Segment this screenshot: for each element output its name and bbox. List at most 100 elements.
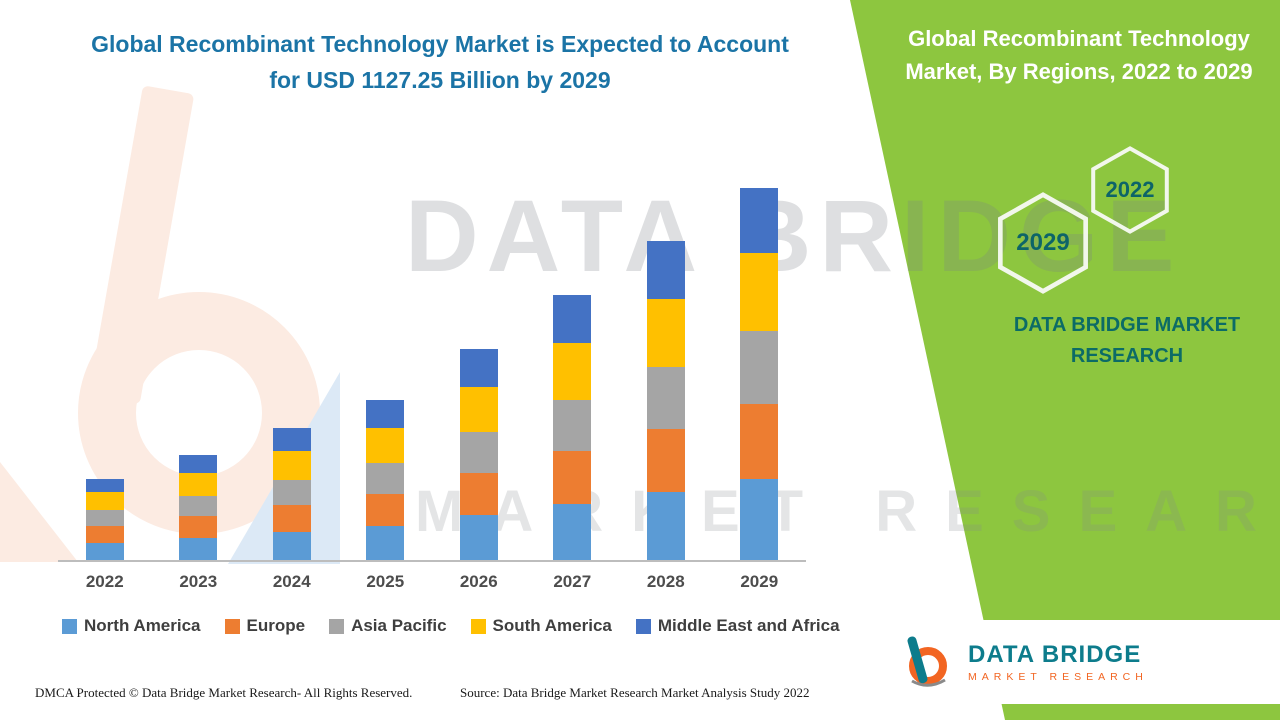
bar-segment [179,537,218,560]
dbmr-logo-sub: MARKET RESEARCH [968,670,1148,683]
bar-segment [459,472,498,516]
legend: North America Europe Asia Pacific South Ame… [62,616,840,636]
stacked-bar-2026 [459,180,498,560]
footer-source-text: Source: Data Bridge Market Research Mark… [460,685,810,700]
x-axis-label: 2027 [553,572,592,591]
legend-swatch [470,618,486,634]
bar-segment [272,479,311,506]
bar-segment [553,450,592,504]
legend-label: South America [492,616,612,635]
bar-segment [740,187,779,254]
x-axis-label: 2022 [85,572,124,591]
bar-segment [272,505,311,532]
bar-segment [85,526,124,543]
stacked-bar-2025 [366,180,405,560]
x-axis-label: 2023 [179,572,218,591]
legend-item: Asia Pacific [329,616,447,636]
legend-swatch [329,618,345,634]
stacked-bar-2022 [85,180,124,560]
legend-item: South America [470,616,612,636]
bar-slot-2022 [58,180,152,560]
legend-item: Middle East and Africa [635,616,840,636]
bar-slot-2027 [526,180,620,560]
x-axis-label: 2029 [740,572,779,591]
panel-brand-text: DATA BRIDGE MARKET RESEARCH [1013,314,1241,367]
chart-title-line2: for USD 1127.25 Billion by 2029 [269,67,611,93]
x-axis-label: 2028 [646,572,685,591]
legend-swatch [62,618,77,634]
stacked-bar-2023 [179,180,218,560]
legend-item: North America [62,616,201,636]
legend-swatch [224,618,240,634]
bar-segment [646,298,685,368]
stacked-bar-2029 [740,180,779,560]
bar-segment [179,454,218,473]
stacked-bar-2024 [272,180,311,560]
bar-segment [553,503,592,560]
bar-segment [740,403,779,480]
data-bridge-logo-icon [907,636,947,687]
dbmr-logo-card: DATA BRIDGE MARKET RESEARCH [868,620,1280,704]
bar-slot-2025 [339,180,433,560]
bar-segment [459,515,498,560]
bar-segment [459,432,498,473]
hexagon-badge-2022: 2022 [1090,146,1170,234]
bar-slot-2026 [432,180,526,560]
bar-slot-2029 [713,180,807,560]
bar-segment [646,367,685,429]
bar-segment [366,399,405,429]
stacked-bar-2027 [553,180,592,560]
bar-segment [272,451,311,480]
legend-label: Middle East and Africa [657,616,840,635]
footer-dmca-text: DMCA Protected © Data Bridge Market Rese… [35,685,413,700]
bar-slot-2024 [245,180,339,560]
plot-area [58,180,806,562]
stacked-bar-2028 [646,180,685,560]
bar-segment [553,295,592,344]
bar-segment [459,348,498,387]
legend-label: North America [84,616,201,635]
x-axis-labels: 2022 2023 2024 2025 2026 2027 2028 2029 [58,572,806,592]
bar-segment [740,479,779,560]
bar-segment [85,510,124,527]
bar-segment [740,331,779,404]
bar-segment [272,531,311,560]
bar-segment [272,427,311,451]
bar-segment [366,462,405,494]
bar-segment [85,492,124,511]
bar-segment [646,240,685,299]
x-axis-label: 2024 [272,572,311,591]
legend-label: Asia Pacific [351,616,447,635]
hexagon-badge-2029-label: 2029 [1016,229,1070,256]
hexagon-badge-2029: 2029 [996,192,1090,294]
bar-slot-2023 [152,180,246,560]
x-axis-label: 2025 [366,572,405,591]
dbmr-logo-name: DATA BRIDGE [968,640,1142,668]
legend-swatch [635,618,651,634]
bar-segment [646,492,685,560]
bar-segment [85,479,124,493]
right-panel-title: Global Recombinant Technology Market, By… [905,26,1253,84]
hexagon-badge-2022-label: 2022 [1105,177,1155,202]
x-axis-label: 2026 [459,572,498,591]
bar-segment [740,253,779,332]
bar-segment [366,493,405,526]
bar-segment [179,516,218,538]
bar-segment [459,386,498,433]
bar-segment [366,428,405,463]
bar-segment [85,542,124,560]
bar-segment [179,472,218,496]
legend-item: Europe [224,616,305,636]
bar-slot-2028 [619,180,713,560]
hexagon-outline-icon [998,192,1088,294]
hexagon-outline-icon [1091,146,1169,234]
chart-title-line1: Global Recombinant Technology Market is … [91,31,789,57]
bar-segment [646,428,685,493]
bar-segment [366,525,405,560]
green-panel-shape [850,0,1280,720]
bar-segment [553,343,592,401]
dbmr-logo-text-block: DATA BRIDGE MARKET RESEARCH [968,640,1148,683]
bar-segment [553,400,592,451]
